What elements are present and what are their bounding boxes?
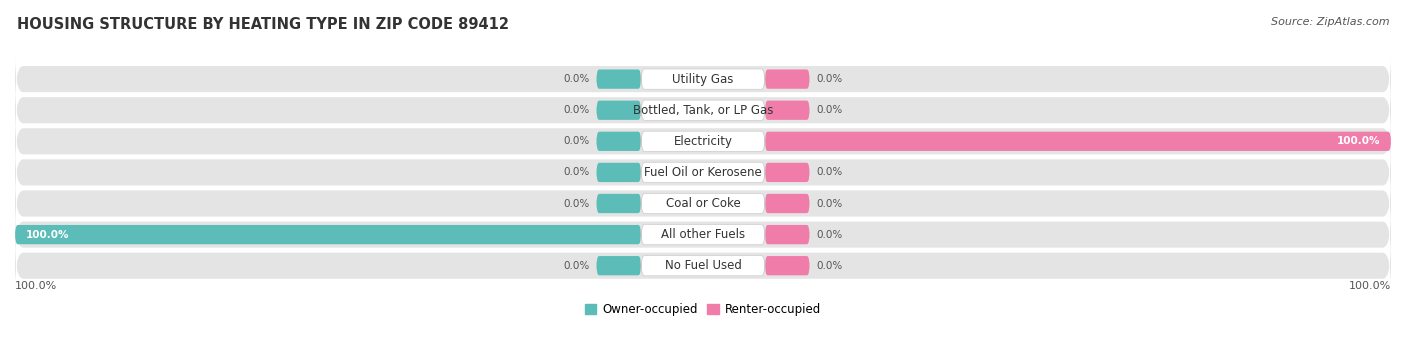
Text: 100.0%: 100.0% <box>1348 281 1391 291</box>
Text: 0.0%: 0.0% <box>817 261 842 271</box>
FancyBboxPatch shape <box>765 163 810 182</box>
Text: HOUSING STRUCTURE BY HEATING TYPE IN ZIP CODE 89412: HOUSING STRUCTURE BY HEATING TYPE IN ZIP… <box>17 17 509 32</box>
Text: 0.0%: 0.0% <box>564 74 589 84</box>
Text: 0.0%: 0.0% <box>564 105 589 115</box>
FancyBboxPatch shape <box>15 55 1391 103</box>
FancyBboxPatch shape <box>596 101 641 120</box>
Text: Electricity: Electricity <box>673 135 733 148</box>
FancyBboxPatch shape <box>596 163 641 182</box>
FancyBboxPatch shape <box>641 131 765 151</box>
FancyBboxPatch shape <box>15 210 1391 259</box>
FancyBboxPatch shape <box>641 100 765 120</box>
FancyBboxPatch shape <box>765 69 810 89</box>
Text: 0.0%: 0.0% <box>817 199 842 208</box>
Text: All other Fuels: All other Fuels <box>661 228 745 241</box>
Text: 100.0%: 100.0% <box>1337 136 1381 146</box>
FancyBboxPatch shape <box>765 194 810 213</box>
Text: Utility Gas: Utility Gas <box>672 73 734 86</box>
FancyBboxPatch shape <box>15 148 1391 197</box>
FancyBboxPatch shape <box>15 86 1391 135</box>
FancyBboxPatch shape <box>641 69 765 89</box>
Text: 0.0%: 0.0% <box>564 136 589 146</box>
FancyBboxPatch shape <box>641 256 765 276</box>
FancyBboxPatch shape <box>15 241 1391 290</box>
Text: 0.0%: 0.0% <box>817 230 842 240</box>
Text: 0.0%: 0.0% <box>564 199 589 208</box>
Text: 100.0%: 100.0% <box>15 281 58 291</box>
Text: Fuel Oil or Kerosene: Fuel Oil or Kerosene <box>644 166 762 179</box>
FancyBboxPatch shape <box>765 101 810 120</box>
FancyBboxPatch shape <box>15 179 1391 228</box>
Text: 0.0%: 0.0% <box>817 74 842 84</box>
Text: 0.0%: 0.0% <box>817 167 842 177</box>
FancyBboxPatch shape <box>765 256 810 275</box>
Legend: Owner-occupied, Renter-occupied: Owner-occupied, Renter-occupied <box>579 298 827 320</box>
FancyBboxPatch shape <box>596 194 641 213</box>
FancyBboxPatch shape <box>15 117 1391 166</box>
Text: Coal or Coke: Coal or Coke <box>665 197 741 210</box>
FancyBboxPatch shape <box>15 225 641 244</box>
FancyBboxPatch shape <box>641 193 765 214</box>
Text: Source: ZipAtlas.com: Source: ZipAtlas.com <box>1271 17 1389 27</box>
FancyBboxPatch shape <box>596 69 641 89</box>
Text: 0.0%: 0.0% <box>564 261 589 271</box>
Text: Bottled, Tank, or LP Gas: Bottled, Tank, or LP Gas <box>633 104 773 117</box>
Text: No Fuel Used: No Fuel Used <box>665 259 741 272</box>
FancyBboxPatch shape <box>596 256 641 275</box>
Text: 0.0%: 0.0% <box>564 167 589 177</box>
Text: 100.0%: 100.0% <box>25 230 69 240</box>
Text: 0.0%: 0.0% <box>817 105 842 115</box>
FancyBboxPatch shape <box>641 224 765 245</box>
FancyBboxPatch shape <box>596 132 641 151</box>
FancyBboxPatch shape <box>765 225 810 244</box>
FancyBboxPatch shape <box>765 132 1391 151</box>
FancyBboxPatch shape <box>641 162 765 183</box>
